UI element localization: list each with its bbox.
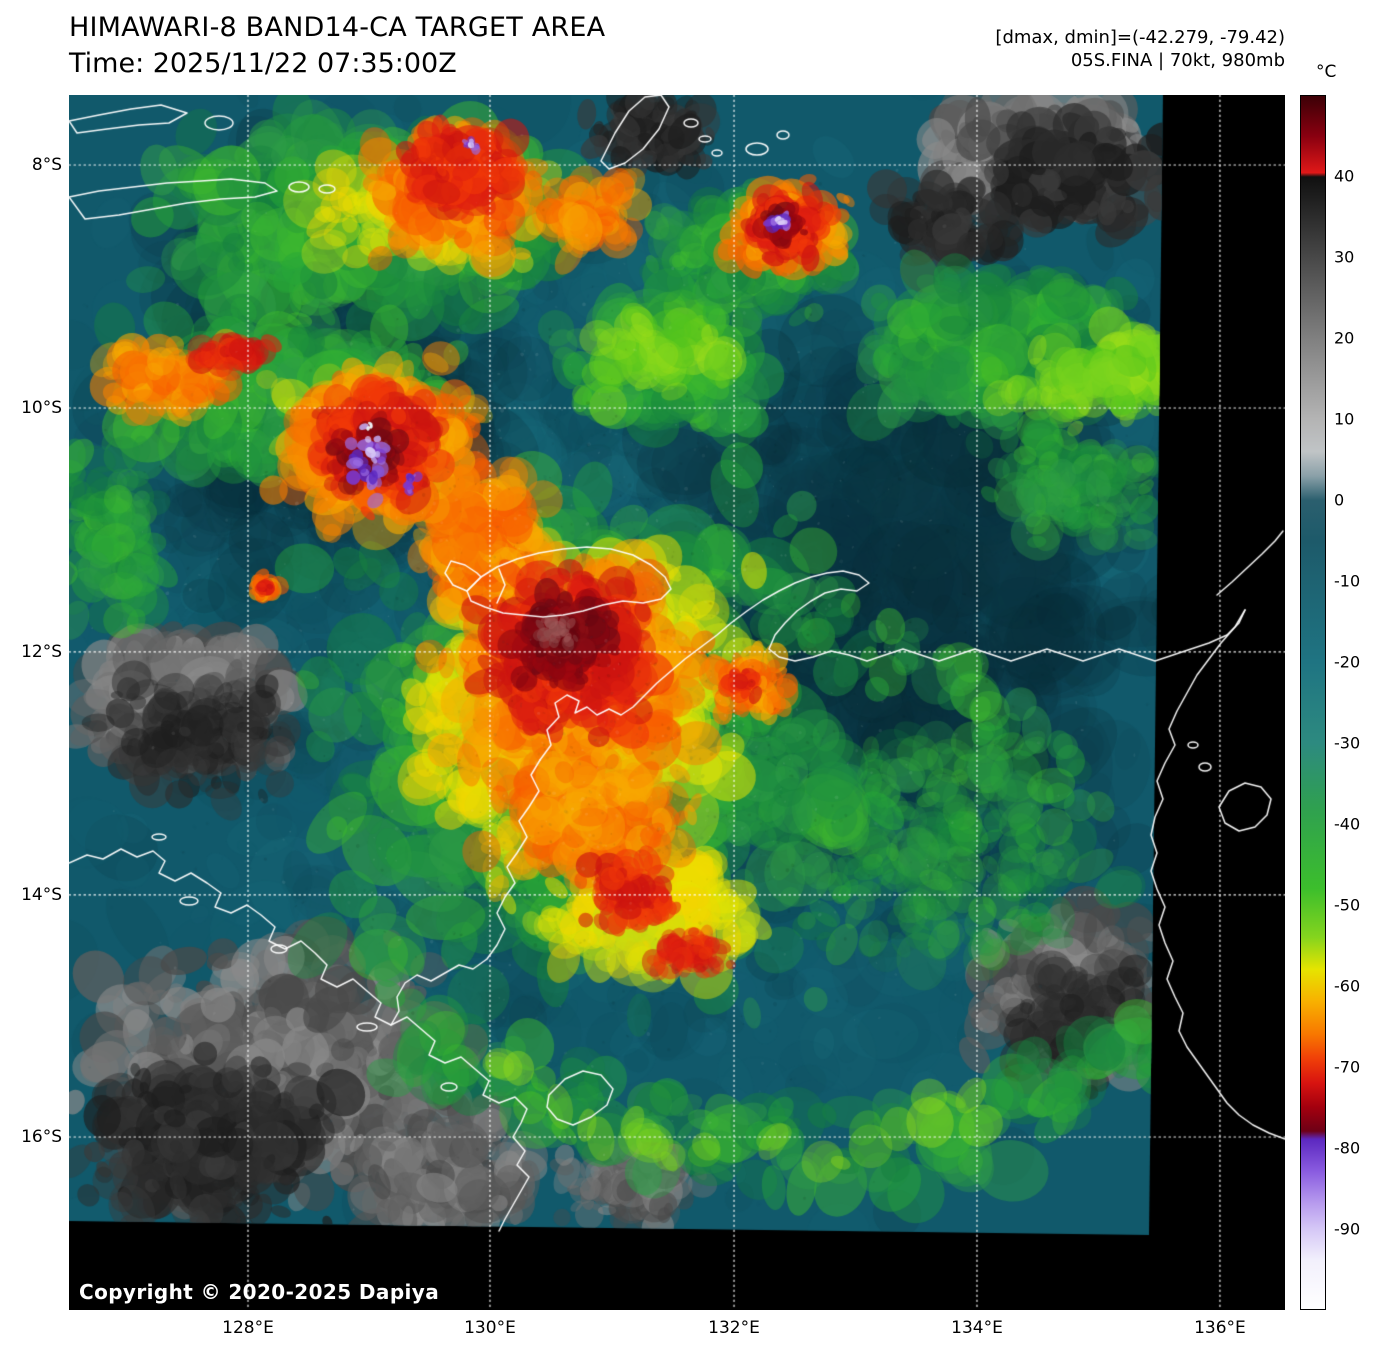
header-info: [dmax, dmin]=(-42.279, -79.42) 05S.FINA … bbox=[700, 26, 1285, 72]
colorbar-tick-label: -60 bbox=[1334, 976, 1361, 996]
colorbar-tick-label: 30 bbox=[1334, 247, 1355, 267]
lat-tick-label: 12°S bbox=[21, 641, 62, 662]
colorbar-tick-label: 40 bbox=[1334, 166, 1355, 186]
colorbar-tick-label: -90 bbox=[1334, 1219, 1361, 1239]
lat-tick-label: 10°S bbox=[21, 397, 62, 418]
colorbar-tick-label: -70 bbox=[1334, 1057, 1361, 1077]
lat-tick-label: 16°S bbox=[21, 1126, 62, 1147]
colorbar-tick-label: -30 bbox=[1334, 733, 1361, 753]
colorbar-tick-label: 0 bbox=[1334, 490, 1345, 510]
colorbar-tick-label: -50 bbox=[1334, 895, 1361, 915]
colorbar: 40 30 20 10 0 -10 -20 -30 -40 -50 -60 -70 -80 -90 bbox=[1300, 95, 1360, 1310]
lon-tick-label: 136°E bbox=[1194, 1318, 1246, 1338]
copyright-label: Copyright © 2020-2025 Dapiya bbox=[79, 1280, 440, 1304]
colorbar-tick-label: 20 bbox=[1334, 328, 1355, 348]
dmax-dmin-label: [dmax, dmin]=(-42.279, -79.42) bbox=[995, 27, 1285, 48]
colorbar-tick-label: 10 bbox=[1334, 409, 1355, 429]
lon-tick-label: 130°E bbox=[464, 1318, 516, 1338]
lat-tick-label: 8°S bbox=[31, 154, 62, 175]
lon-tick-label: 132°E bbox=[708, 1318, 760, 1338]
time-label: Time: 2025/11/22 07:35:00Z bbox=[69, 48, 457, 79]
colorbar-gradient bbox=[1300, 95, 1326, 1310]
page-title: HIMAWARI-8 BAND14-CA TARGET AREA bbox=[69, 12, 606, 43]
lon-tick-label: 134°E bbox=[951, 1318, 1003, 1338]
satellite-image-canvas bbox=[69, 95, 1285, 1310]
lon-tick-label: 128°E bbox=[222, 1318, 274, 1338]
colorbar-tick-label: -80 bbox=[1334, 1138, 1361, 1158]
colorbar-tick-label: -20 bbox=[1334, 652, 1361, 672]
colorbar-tick-label: -40 bbox=[1334, 814, 1361, 834]
lat-tick-label: 14°S bbox=[21, 884, 62, 905]
storm-info-label: 05S.FINA | 70kt, 980mb bbox=[1070, 50, 1285, 71]
satellite-map: Copyright © 2020-2025 Dapiya bbox=[69, 95, 1285, 1310]
colorbar-tick-label: -10 bbox=[1334, 571, 1361, 591]
colorbar-unit-label: °C bbox=[1316, 62, 1337, 82]
